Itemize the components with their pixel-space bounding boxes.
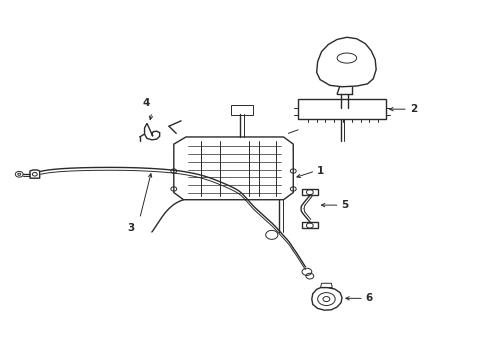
Circle shape bbox=[323, 297, 329, 302]
Text: 5: 5 bbox=[340, 200, 347, 210]
Text: 2: 2 bbox=[409, 104, 417, 114]
Text: 1: 1 bbox=[316, 166, 323, 176]
Text: 4: 4 bbox=[142, 98, 149, 108]
Text: 6: 6 bbox=[365, 293, 372, 303]
Circle shape bbox=[18, 173, 20, 175]
Text: 3: 3 bbox=[127, 223, 135, 233]
